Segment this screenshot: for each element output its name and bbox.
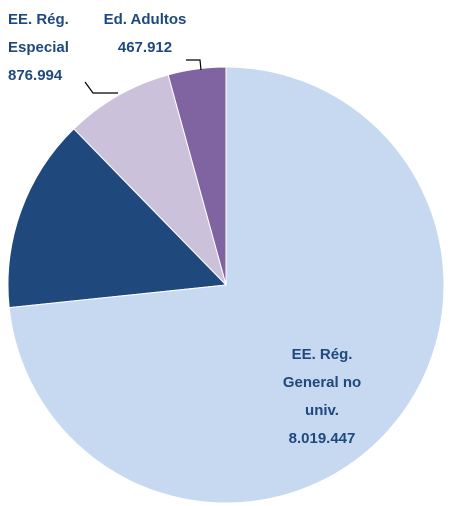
slice-label: Ed. Adultos 467.912	[88, 6, 202, 62]
pie-slice	[8, 66, 445, 504]
category-label: Ed. Adultos	[103, 11, 187, 28]
value-label: 876.994	[8, 67, 63, 84]
slice-label: EE. Rég. General no univ. 8.019.447	[272, 341, 372, 453]
category-label: EE. Rég. Especial	[8, 11, 69, 56]
category-label: EE. Rég. General no univ.	[282, 346, 362, 419]
value-label: 8.019.447	[288, 430, 356, 447]
value-label: 467.912	[117, 39, 173, 56]
slice-label: EE. Rég. Especial 876.994	[8, 6, 86, 90]
leader-line	[186, 59, 202, 71]
pie-slice	[73, 74, 227, 286]
leader-line	[84, 81, 118, 94]
pie-slice	[7, 128, 228, 309]
